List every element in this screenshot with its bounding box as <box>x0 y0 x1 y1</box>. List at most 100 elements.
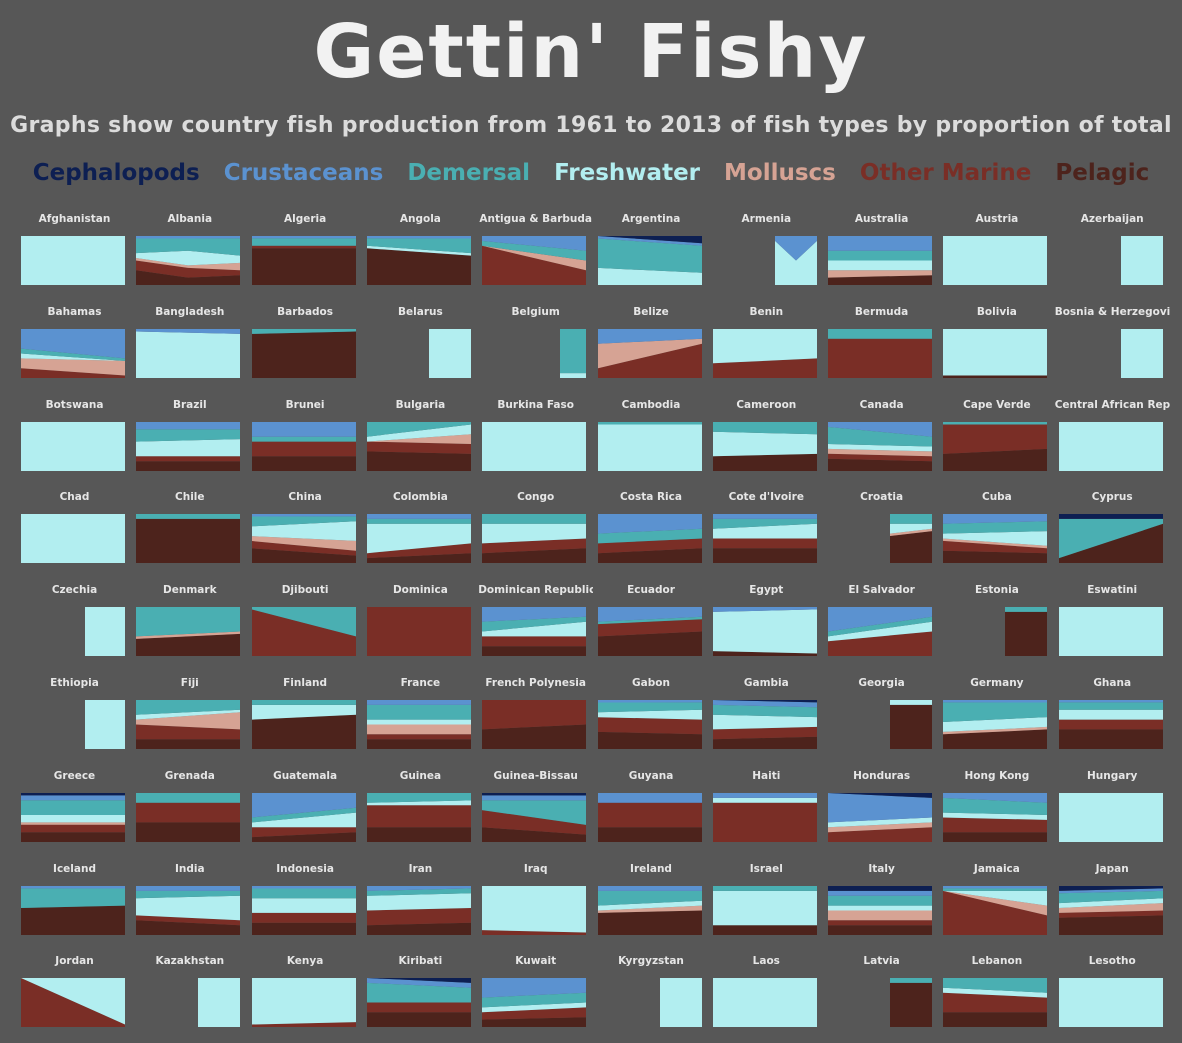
area-molluscs <box>828 822 933 832</box>
area-crustaceans <box>251 236 356 239</box>
area-cephalopods <box>597 236 702 244</box>
area-freshwater <box>1058 421 1163 471</box>
country-cell-bermuda: Bermuda <box>828 305 943 379</box>
country-cell-china: China <box>251 490 367 564</box>
area-demersal <box>136 700 241 715</box>
country-cell-bulgaria: Bulgaria <box>366 398 482 472</box>
area-molluscs <box>21 358 125 376</box>
country-label: Armenia <box>741 213 792 225</box>
country-cell-ethiopia: Ethiopia <box>21 676 136 750</box>
area-freshwater <box>712 609 817 654</box>
area-crustaceans <box>943 885 1048 889</box>
area-molluscs <box>136 712 241 730</box>
area-other-marine <box>712 802 817 842</box>
area-pelagic <box>482 827 587 842</box>
area-other-marine <box>21 978 125 1028</box>
country-label: Czechia <box>51 584 98 597</box>
country-label: Croatia <box>860 491 904 504</box>
country-cell-fiji: Fiji <box>136 676 251 750</box>
area-chart-el-salvador <box>828 607 933 657</box>
area-chart-armenia <box>774 236 817 285</box>
area-pelagic <box>21 831 125 842</box>
country-label: Ghana <box>1093 677 1132 689</box>
area-demersal <box>828 328 933 339</box>
area-pelagic <box>136 739 241 749</box>
country-label: India <box>175 862 205 875</box>
country-cell-ireland: Ireland <box>597 862 713 936</box>
country-label: Cape Verde <box>963 398 1031 411</box>
area-crustaceans <box>21 795 125 801</box>
country-label: Algeria <box>283 213 327 225</box>
area-crustaceans <box>482 978 587 998</box>
area-freshwater <box>366 424 471 442</box>
area-demersal <box>136 607 241 637</box>
area-chart-kiribati <box>366 978 471 1028</box>
area-freshwater <box>21 236 125 285</box>
country-label: Cote d'Ivoire <box>728 491 804 504</box>
area-freshwater <box>1058 792 1163 842</box>
country-label: Burkina Faso <box>497 398 574 411</box>
area-other-marine <box>597 343 702 378</box>
area-chart-india <box>136 885 241 935</box>
area-demersal <box>943 702 1048 722</box>
area-demersal <box>482 616 587 632</box>
country-label: Bolivia <box>976 305 1017 318</box>
area-demersal <box>21 800 125 815</box>
area-other-marine <box>136 260 241 278</box>
country-label: Kuwait <box>515 955 557 968</box>
country-cell-lebanon: Lebanon <box>943 954 1058 1028</box>
country-cell-bangladesh: Bangladesh <box>136 305 251 379</box>
area-freshwater <box>251 704 356 720</box>
country-label: Iran <box>408 862 433 875</box>
country-cell-kiribati: Kiribati <box>366 954 482 1028</box>
area-chart-denmark <box>136 607 241 657</box>
area-chart-greece <box>21 792 125 842</box>
area-other-marine <box>943 424 1048 454</box>
area-freshwater <box>943 531 1048 547</box>
country-label: Australia <box>854 213 909 225</box>
area-chart-burkina-faso <box>482 421 587 471</box>
country-cell-laos: Laos <box>712 954 828 1028</box>
area-freshwater <box>712 714 817 730</box>
country-cell-ghana: Ghana <box>1058 676 1174 750</box>
area-other-marine <box>136 455 241 461</box>
country-cell-croatia: Croatia <box>828 490 943 564</box>
country-cell-azerbaijan: Azerbaijan <box>1059 212 1174 286</box>
area-demersal <box>943 978 1048 994</box>
area-other-marine <box>597 619 702 637</box>
area-other-marine <box>136 914 241 925</box>
country-label: Canada <box>859 398 904 411</box>
country-cell-australia: Australia <box>828 212 943 286</box>
country-cell-jamaica: Jamaica <box>943 862 1058 936</box>
area-molluscs <box>890 529 933 537</box>
country-cell-french-polynesia: French Polynesia <box>482 676 597 750</box>
area-pelagic <box>482 646 587 657</box>
country-cell-guinea: Guinea <box>366 769 482 843</box>
country-label: Fiji <box>180 677 199 689</box>
area-freshwater <box>21 514 125 564</box>
area-pelagic <box>890 704 933 749</box>
legend-item-cephalopods: Cephalopods <box>32 160 200 186</box>
country-cell-gabon: Gabon <box>597 676 713 750</box>
area-chart-jordan <box>21 978 125 1028</box>
country-label: Austria <box>975 213 1019 225</box>
country-cell-grenada: Grenada <box>136 769 251 843</box>
area-chart-lebanon <box>943 978 1048 1028</box>
area-crustaceans <box>251 421 356 437</box>
area-other-marine <box>251 441 356 456</box>
country-label: Brunei <box>285 398 325 411</box>
area-demersal <box>943 521 1048 534</box>
country-label: Guinea-Bissau <box>493 769 578 782</box>
area-freshwater <box>943 812 1048 820</box>
area-crustaceans <box>828 890 933 896</box>
area-crustaceans <box>251 792 356 818</box>
area-other-marine <box>366 805 471 828</box>
area-demersal <box>828 895 933 906</box>
country-label: Djibouti <box>281 584 329 597</box>
area-freshwater <box>251 978 356 1025</box>
country-label: Chile <box>175 491 205 504</box>
country-label: Chad <box>59 491 90 504</box>
country-label: El Salvador <box>848 584 915 597</box>
area-crustaceans <box>136 421 241 429</box>
area-other-marine <box>251 609 356 657</box>
